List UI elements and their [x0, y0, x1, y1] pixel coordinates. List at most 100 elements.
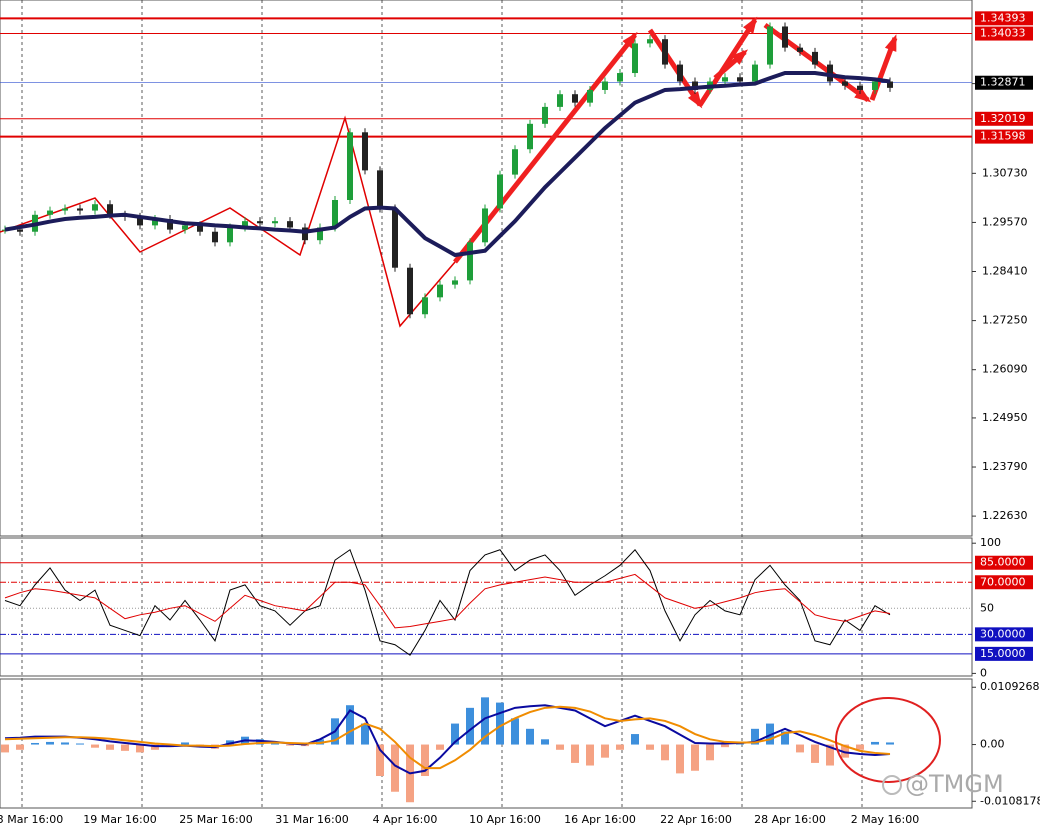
histogram-bar	[841, 744, 849, 758]
x-tick-label: 25 Mar 16:00	[179, 813, 252, 826]
candle	[857, 85, 863, 90]
x-tick-label: 22 Apr 16:00	[660, 813, 732, 826]
histogram-bar	[586, 744, 594, 766]
arrow-head	[743, 16, 758, 34]
candle	[197, 225, 203, 232]
histogram-bar	[751, 728, 759, 745]
candle	[797, 47, 803, 52]
candle	[722, 77, 728, 82]
candle	[77, 208, 83, 211]
candle	[617, 73, 623, 82]
histogram-bar	[421, 744, 429, 777]
candle	[647, 39, 653, 44]
histogram-bar	[151, 744, 159, 750]
candle	[557, 94, 563, 107]
candle	[782, 26, 788, 48]
candle	[542, 106, 548, 124]
y-tick-label: 1.27250	[982, 314, 1028, 327]
histogram-bar	[286, 744, 294, 746]
candle	[467, 242, 473, 281]
candle	[392, 208, 398, 268]
level-label: 1.32019	[980, 112, 1026, 125]
level-label-box	[975, 646, 1033, 661]
histogram-bar	[496, 702, 504, 745]
candle	[602, 81, 608, 90]
y-tick-label: 30.0000	[980, 627, 1026, 640]
candle	[587, 89, 593, 103]
histogram-bar	[451, 723, 459, 745]
x-tick-label: 28 Apr 16:00	[754, 813, 826, 826]
histogram-bar	[826, 744, 834, 766]
candle	[347, 132, 353, 200]
histogram-bar	[691, 744, 699, 771]
y-tick-label: 0	[980, 666, 987, 679]
zigzag	[0, 115, 456, 328]
histogram-bar	[46, 741, 54, 745]
histogram-bar	[616, 744, 624, 750]
histogram-bar	[436, 744, 444, 750]
x-tick-label: 3 Mar 16:00	[0, 813, 63, 826]
candle	[752, 64, 758, 82]
candle	[422, 297, 428, 315]
candle	[527, 123, 533, 150]
histogram-bar	[106, 744, 114, 750]
histogram-bar	[466, 707, 474, 745]
x-tick-label: 16 Apr 16:00	[564, 813, 636, 826]
histogram-bar	[376, 744, 384, 777]
histogram-bar	[181, 742, 189, 745]
histogram-bar	[676, 744, 684, 774]
candle	[107, 204, 113, 215]
candle	[287, 221, 293, 228]
series-line	[4, 573, 891, 629]
level-label-box	[975, 555, 1033, 570]
histogram-bar	[601, 744, 609, 758]
arrow-shaft	[697, 18, 758, 107]
watermark: @TMGM	[905, 770, 1004, 798]
level-label: 1.34033	[980, 27, 1026, 40]
y-tick-label: 100	[980, 536, 1001, 549]
candle	[887, 81, 893, 88]
candle	[227, 227, 233, 243]
x-tick-label: 10 Apr 16:00	[469, 813, 541, 826]
candle	[317, 227, 323, 241]
histogram-bar	[361, 723, 369, 745]
candle	[212, 231, 218, 243]
highlight-circle	[835, 697, 941, 783]
x-tick-label: 19 Mar 16:00	[83, 813, 156, 826]
candle	[692, 81, 698, 90]
histogram-bar	[796, 744, 804, 753]
y-tick-label: 0.0109268	[980, 680, 1040, 693]
candle	[257, 221, 263, 224]
histogram-bar	[541, 739, 549, 745]
histogram-bar	[481, 697, 489, 745]
histogram-bar	[811, 744, 819, 763]
candle	[842, 81, 848, 86]
y-tick-label: 1.30730	[982, 166, 1028, 179]
histogram-bar	[61, 742, 69, 745]
histogram-bar	[1, 744, 9, 753]
price-panel	[0, 0, 973, 537]
arrow-shaft	[647, 28, 703, 107]
y-tick-label: 0.00	[980, 738, 1005, 751]
candle	[47, 210, 53, 215]
histogram-bar	[226, 740, 234, 745]
series-line	[4, 705, 891, 770]
candle	[512, 149, 518, 175]
level-label: 1.31598	[980, 130, 1026, 143]
histogram-bar	[856, 744, 864, 750]
candle	[572, 94, 578, 103]
y-tick-label: 1.24950	[982, 411, 1028, 424]
candle	[677, 64, 683, 82]
histogram-bar	[31, 742, 39, 745]
histogram-bar	[346, 705, 354, 745]
candle	[17, 229, 23, 232]
y-tick-label: 85.0000	[980, 556, 1026, 569]
histogram-bar	[391, 744, 399, 792]
candle	[737, 77, 743, 82]
arrow-head	[622, 31, 638, 49]
histogram-bar	[316, 739, 324, 745]
histogram-bar	[871, 741, 879, 745]
candle	[872, 81, 878, 90]
histogram-bar	[571, 744, 579, 763]
candle	[767, 26, 773, 65]
